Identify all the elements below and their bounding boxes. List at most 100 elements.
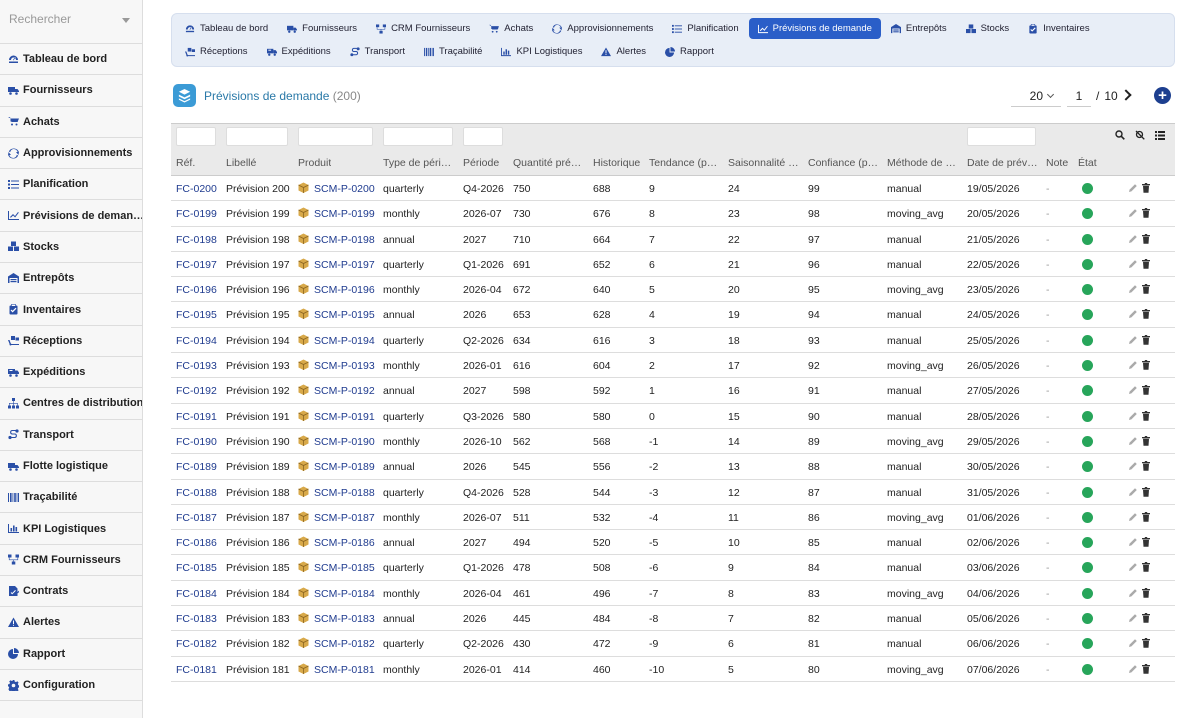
column-header-3[interactable]: Type de péri… (383, 157, 452, 169)
filter-product[interactable] (298, 127, 373, 146)
edit-icon[interactable] (1128, 183, 1138, 193)
topnav-item-8[interactable]: Stocks (957, 18, 1019, 39)
page-size-select[interactable]: 20 (1011, 85, 1061, 107)
table-row[interactable]: FC-0188 Prévision 188 SCM-P-0188 quarterly Q… (171, 480, 1175, 505)
cell-ref[interactable]: FC-0181 (176, 663, 217, 676)
cell-ref[interactable]: FC-0185 (176, 562, 217, 575)
cell-ref[interactable]: FC-0196 (176, 284, 217, 297)
edit-icon[interactable] (1128, 259, 1138, 269)
cell-product[interactable]: SCM-P-0199 (314, 208, 375, 221)
edit-icon[interactable] (1128, 487, 1138, 497)
topnav-item-16[interactable]: Rapport (656, 41, 723, 62)
filter-type[interactable] (383, 127, 453, 146)
cell-product[interactable]: SCM-P-0189 (314, 461, 375, 474)
sidebar-item-0[interactable]: Tableau de bord (0, 44, 142, 76)
edit-icon[interactable] (1128, 512, 1138, 522)
cell-product[interactable]: SCM-P-0185 (314, 562, 375, 575)
edit-icon[interactable] (1128, 613, 1138, 623)
column-header-7[interactable]: Tendance (p… (649, 157, 718, 169)
sidebar-item-16[interactable]: CRM Fournisseurs (0, 545, 142, 577)
cell-product[interactable]: SCM-P-0198 (314, 233, 375, 246)
delete-icon[interactable] (1141, 486, 1151, 497)
edit-icon[interactable] (1128, 411, 1138, 421)
topnav-item-9[interactable]: Inventaires (1019, 18, 1098, 39)
cell-product[interactable]: SCM-P-0182 (314, 638, 375, 651)
cell-ref[interactable]: FC-0197 (176, 258, 217, 271)
table-row[interactable]: FC-0186 Prévision 186 SCM-P-0186 annual 2027… (171, 530, 1175, 556)
delete-icon[interactable] (1141, 562, 1151, 573)
edit-icon[interactable] (1128, 309, 1138, 319)
cell-product[interactable]: SCM-P-0184 (314, 587, 375, 600)
cell-product[interactable]: SCM-P-0190 (314, 435, 375, 448)
cell-product[interactable]: SCM-P-0191 (314, 410, 375, 423)
table-row[interactable]: FC-0181 Prévision 181 SCM-P-0181 monthly 202… (171, 657, 1175, 682)
sidebar-item-15[interactable]: KPI Logistiques (0, 513, 142, 545)
clear-filter-icon[interactable] (1135, 130, 1145, 140)
table-row[interactable]: FC-0197 Prévision 197 SCM-P-0197 quarterly Q… (171, 252, 1175, 278)
sidebar-item-12[interactable]: Transport (0, 420, 142, 451)
cell-ref[interactable]: FC-0188 (176, 486, 217, 499)
filter-date[interactable] (967, 127, 1036, 146)
table-row[interactable]: FC-0189 Prévision 189 SCM-P-0189 annual 2026… (171, 454, 1175, 480)
edit-icon[interactable] (1128, 436, 1138, 446)
delete-icon[interactable] (1141, 663, 1151, 674)
delete-icon[interactable] (1141, 638, 1151, 649)
edit-icon[interactable] (1128, 537, 1138, 547)
table-row[interactable]: FC-0192 Prévision 192 SCM-P-0192 annual 2027… (171, 378, 1175, 404)
cell-product[interactable]: SCM-P-0194 (314, 334, 375, 347)
delete-icon[interactable] (1141, 309, 1151, 320)
cell-product[interactable]: SCM-P-0183 (314, 613, 375, 626)
cell-ref[interactable]: FC-0195 (176, 309, 217, 322)
column-header-5[interactable]: Quantité pré… (513, 157, 582, 169)
delete-icon[interactable] (1141, 613, 1151, 623)
cell-ref[interactable]: FC-0184 (176, 587, 217, 600)
column-header-12[interactable]: Note (1046, 157, 1069, 169)
delete-icon[interactable] (1141, 284, 1151, 294)
cell-ref[interactable]: FC-0193 (176, 360, 217, 373)
cell-product[interactable]: SCM-P-0188 (314, 486, 375, 499)
topnav-item-1[interactable]: Fournisseurs (278, 18, 366, 39)
delete-icon[interactable] (1141, 334, 1151, 345)
edit-icon[interactable] (1128, 664, 1138, 674)
column-header-11[interactable]: Date de prév… (967, 157, 1038, 169)
table-row[interactable]: FC-0182 Prévision 182 SCM-P-0182 quarterly Q… (171, 631, 1175, 657)
filter-period[interactable] (463, 127, 503, 146)
delete-icon[interactable] (1141, 537, 1151, 547)
delete-icon[interactable] (1141, 511, 1151, 522)
filter-ref[interactable] (176, 127, 216, 146)
table-row[interactable]: FC-0194 Prévision 194 SCM-P-0194 quarterly Q… (171, 328, 1175, 354)
table-row[interactable]: FC-0198 Prévision 198 SCM-P-0198 annual 2027… (171, 227, 1175, 252)
sidebar-item-14[interactable]: Traçabilité (0, 482, 142, 514)
delete-icon[interactable] (1141, 360, 1151, 370)
topnav-item-13[interactable]: Traçabilité (415, 41, 491, 62)
cell-product[interactable]: SCM-P-0192 (314, 385, 375, 398)
delete-icon[interactable] (1141, 385, 1151, 396)
sidebar-search[interactable]: Rechercher (0, 0, 142, 44)
delete-icon[interactable] (1141, 461, 1151, 472)
topnav-item-10[interactable]: Réceptions (176, 41, 257, 62)
cell-ref[interactable]: FC-0186 (176, 537, 217, 550)
cell-product[interactable]: SCM-P-0181 (314, 663, 375, 676)
cell-ref[interactable]: FC-0182 (176, 638, 217, 651)
column-header-8[interactable]: Saisonnalité … (728, 157, 799, 169)
column-header-2[interactable]: Produit (298, 157, 332, 169)
cell-ref[interactable]: FC-0192 (176, 385, 217, 398)
delete-icon[interactable] (1141, 208, 1151, 219)
edit-icon[interactable] (1128, 562, 1138, 572)
delete-icon[interactable] (1141, 183, 1151, 193)
sidebar-item-20[interactable]: Configuration (0, 670, 142, 702)
sidebar-item-13[interactable]: Flotte logistique (0, 451, 142, 483)
topnav-item-15[interactable]: Alertes (592, 41, 655, 62)
sidebar-item-2[interactable]: Achats (0, 107, 142, 138)
sidebar-item-11[interactable]: Centres de distribution (0, 388, 142, 420)
edit-icon[interactable] (1128, 234, 1138, 244)
sidebar-item-7[interactable]: Entrepôts (0, 263, 142, 295)
table-row[interactable]: FC-0196 Prévision 196 SCM-P-0196 monthly 202… (171, 277, 1175, 303)
table-row[interactable]: FC-0184 Prévision 184 SCM-P-0184 monthly 202… (171, 581, 1175, 607)
cell-product[interactable]: SCM-P-0197 (314, 258, 375, 271)
table-row[interactable]: FC-0195 Prévision 195 SCM-P-0195 annual 2026… (171, 302, 1175, 328)
delete-icon[interactable] (1141, 587, 1151, 598)
chevron-down-icon[interactable] (122, 18, 130, 23)
column-header-9[interactable]: Confiance (p… (808, 157, 879, 169)
table-row[interactable]: FC-0199 Prévision 199 SCM-P-0199 monthly 202… (171, 201, 1175, 227)
